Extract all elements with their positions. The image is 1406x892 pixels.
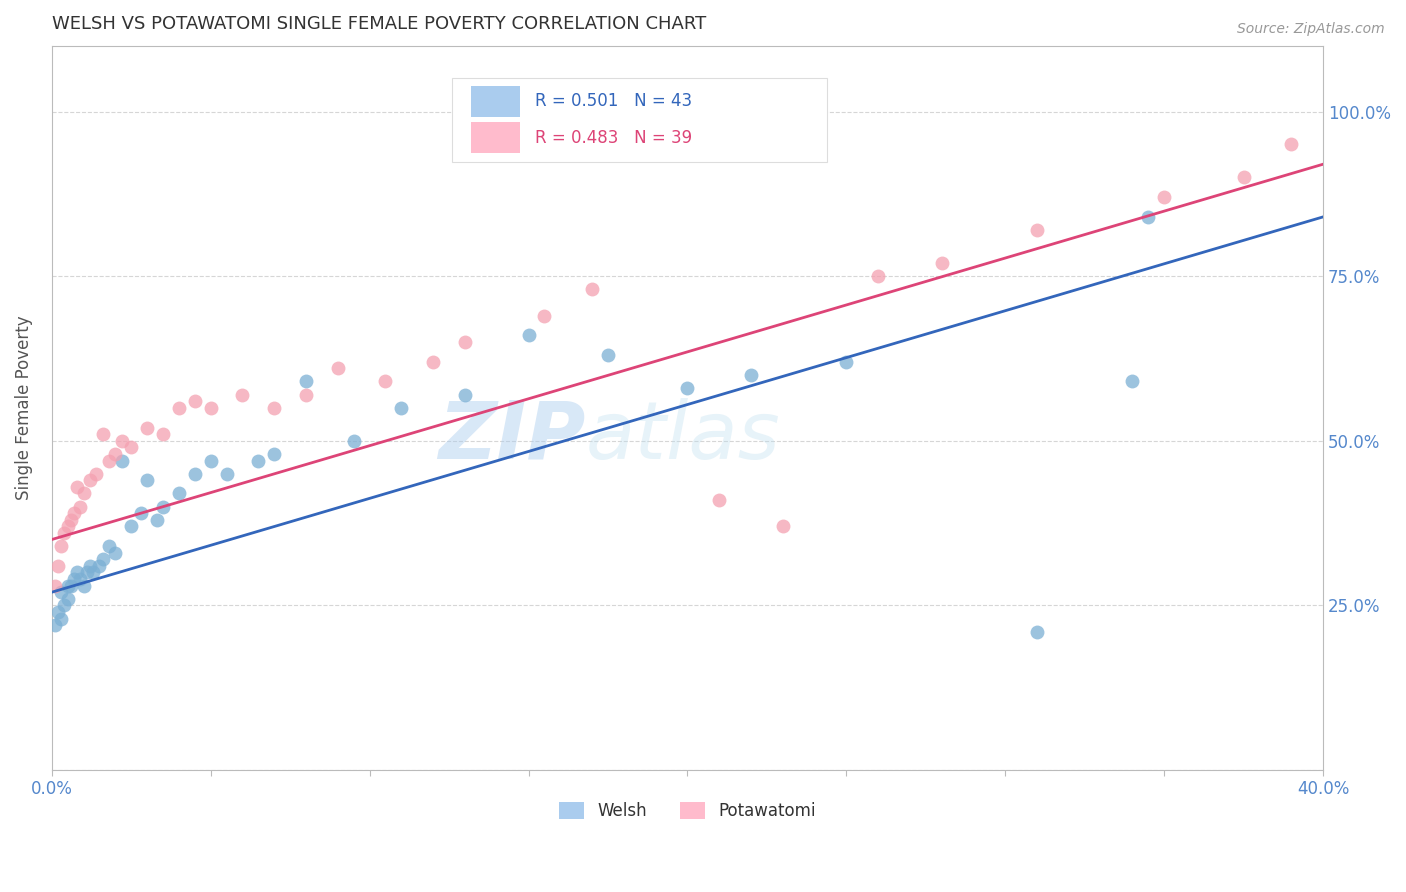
Point: [152, 500, 174, 514]
Point: [1137, 210, 1160, 224]
Point: [51, 585, 73, 599]
Point: [1153, 190, 1175, 204]
Point: [63, 506, 86, 520]
Point: [295, 387, 318, 401]
Point: [66, 480, 89, 494]
Point: [79, 473, 101, 487]
Point: [120, 519, 142, 533]
Point: [1121, 375, 1143, 389]
Point: [200, 453, 222, 467]
Point: [59, 579, 82, 593]
Point: [66, 566, 89, 580]
Point: [79, 558, 101, 573]
Point: [56, 591, 79, 606]
FancyBboxPatch shape: [471, 87, 520, 117]
Point: [263, 447, 285, 461]
Point: [53, 525, 76, 540]
Point: [343, 434, 366, 448]
Point: [454, 334, 477, 349]
Point: [69, 572, 91, 586]
Point: [59, 513, 82, 527]
FancyBboxPatch shape: [453, 78, 827, 161]
Point: [46, 605, 69, 619]
Point: [145, 513, 167, 527]
Point: [1233, 170, 1256, 185]
Point: [104, 447, 127, 461]
Y-axis label: Single Female Poverty: Single Female Poverty: [15, 316, 32, 500]
Point: [53, 599, 76, 613]
Point: [184, 467, 207, 481]
Point: [91, 552, 114, 566]
Point: [772, 519, 794, 533]
Point: [97, 453, 120, 467]
Text: WELSH VS POTAWATOMI SINGLE FEMALE POVERTY CORRELATION CHART: WELSH VS POTAWATOMI SINGLE FEMALE POVERT…: [52, 15, 706, 33]
Point: [581, 282, 603, 296]
Legend: Welsh, Potawatomi: Welsh, Potawatomi: [553, 796, 823, 827]
Point: [44, 618, 66, 632]
Point: [326, 361, 349, 376]
Point: [868, 269, 890, 284]
Point: [454, 387, 477, 401]
Point: [374, 375, 396, 389]
Point: [136, 473, 159, 487]
Point: [596, 348, 619, 362]
Point: [167, 401, 190, 415]
Point: [931, 256, 953, 270]
Point: [389, 401, 412, 415]
Point: [82, 566, 104, 580]
Point: [76, 566, 98, 580]
Point: [89, 558, 111, 573]
Point: [56, 519, 79, 533]
Text: ZIP: ZIP: [439, 398, 586, 475]
Point: [63, 572, 86, 586]
Point: [517, 328, 540, 343]
Point: [51, 539, 73, 553]
Point: [46, 558, 69, 573]
Point: [44, 579, 66, 593]
Point: [129, 506, 152, 520]
Point: [709, 493, 731, 508]
Point: [295, 375, 318, 389]
Point: [104, 546, 127, 560]
Point: [263, 401, 285, 415]
Point: [97, 539, 120, 553]
Point: [84, 467, 107, 481]
Point: [184, 394, 207, 409]
Point: [835, 355, 858, 369]
Point: [231, 387, 253, 401]
Point: [676, 381, 699, 395]
Point: [1026, 223, 1049, 237]
Point: [69, 500, 91, 514]
Point: [200, 401, 222, 415]
Text: Source: ZipAtlas.com: Source: ZipAtlas.com: [1237, 22, 1385, 37]
Text: R = 0.501   N = 43: R = 0.501 N = 43: [534, 93, 692, 111]
Point: [111, 434, 134, 448]
Point: [51, 611, 73, 625]
Point: [111, 453, 134, 467]
Point: [152, 427, 174, 442]
Point: [1279, 137, 1302, 152]
Point: [72, 579, 94, 593]
Text: atlas: atlas: [586, 398, 780, 475]
Point: [247, 453, 270, 467]
Point: [1026, 624, 1049, 639]
Point: [136, 420, 159, 434]
Point: [167, 486, 190, 500]
Point: [56, 579, 79, 593]
Text: R = 0.483   N = 39: R = 0.483 N = 39: [534, 128, 692, 146]
Point: [91, 427, 114, 442]
Point: [740, 368, 762, 382]
Point: [215, 467, 238, 481]
Point: [120, 441, 142, 455]
Point: [533, 309, 555, 323]
Point: [72, 486, 94, 500]
FancyBboxPatch shape: [471, 122, 520, 153]
Point: [422, 355, 444, 369]
